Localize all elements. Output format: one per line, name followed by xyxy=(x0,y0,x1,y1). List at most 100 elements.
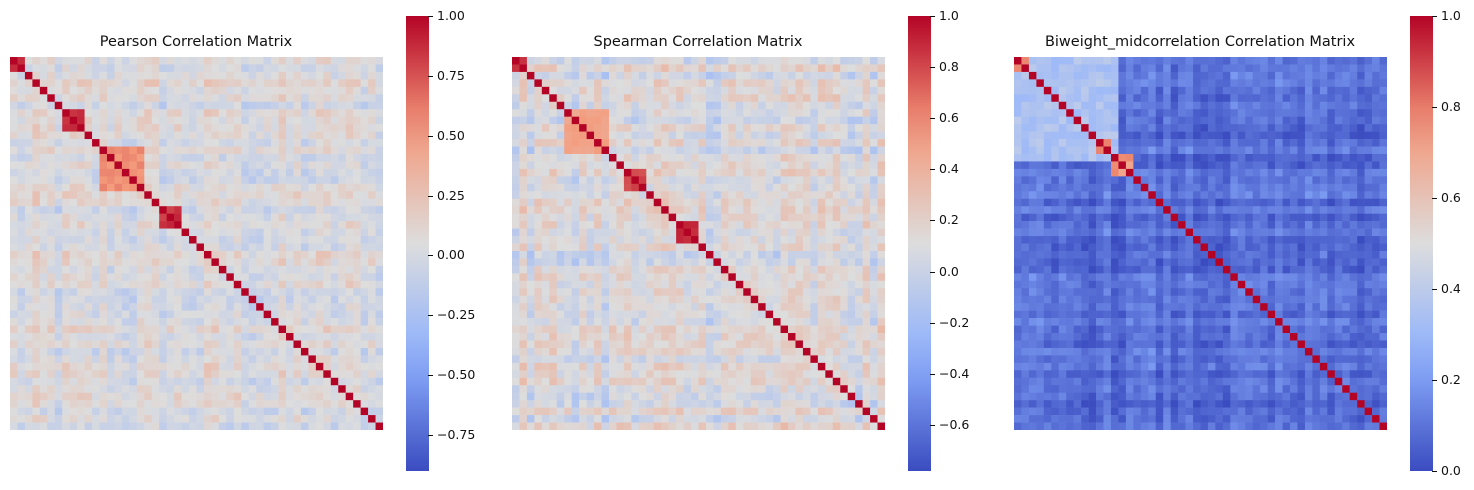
heatmap-cell xyxy=(571,422,580,430)
heatmap-cell xyxy=(166,176,175,185)
heatmap-cell xyxy=(218,86,227,95)
heatmap-cell xyxy=(653,109,662,117)
heatmap-cell xyxy=(638,213,647,222)
heatmap-cell xyxy=(840,310,848,319)
heatmap-cell xyxy=(676,392,684,401)
heatmap-cell xyxy=(32,340,41,349)
heatmap-cell xyxy=(691,407,699,416)
heatmap-cell xyxy=(623,191,632,200)
heatmap-cell xyxy=(10,250,18,259)
heatmap-cell xyxy=(136,422,145,430)
heatmap-cell xyxy=(241,71,250,80)
heatmap-cell xyxy=(601,310,610,319)
heatmap-cell xyxy=(720,79,729,88)
heatmap-cell xyxy=(594,347,602,356)
heatmap-cell xyxy=(713,213,722,222)
heatmap-cell xyxy=(579,415,587,423)
heatmap-cell xyxy=(713,422,722,430)
heatmap-cell xyxy=(92,79,100,88)
heatmap-cell xyxy=(676,400,684,408)
heatmap-cell xyxy=(795,258,804,267)
heatmap-cell xyxy=(720,176,729,185)
heatmap-cell xyxy=(233,131,242,140)
heatmap-cell xyxy=(69,79,78,88)
heatmap-cell xyxy=(293,400,302,408)
heatmap-cell xyxy=(62,273,70,282)
heatmap-cell xyxy=(233,422,242,430)
heatmap-cell xyxy=(196,370,205,379)
heatmap-cell xyxy=(646,377,655,386)
heatmap-cell xyxy=(92,57,100,65)
heatmap-cell xyxy=(668,109,677,117)
heatmap-cell xyxy=(121,415,130,423)
heatmap-cell xyxy=(601,86,610,95)
heatmap-cell xyxy=(526,116,535,125)
heatmap-cell xyxy=(151,318,160,326)
heatmap-cell xyxy=(773,318,781,326)
heatmap-cell xyxy=(47,303,56,311)
heatmap-cell xyxy=(77,280,85,289)
heatmap-cell xyxy=(338,340,346,349)
heatmap-cell xyxy=(735,422,744,430)
heatmap-cell xyxy=(47,213,56,222)
heatmap-cell xyxy=(69,265,78,274)
heatmap-cell xyxy=(832,347,841,356)
heatmap-cell xyxy=(579,131,587,140)
heatmap-cell xyxy=(623,325,632,334)
heatmap-cell xyxy=(54,79,63,88)
heatmap-cell xyxy=(159,57,167,65)
heatmap-cell xyxy=(233,191,242,200)
heatmap-cell xyxy=(653,258,662,267)
heatmap-cell xyxy=(765,273,774,282)
heatmap-cell xyxy=(780,295,789,304)
heatmap-cell xyxy=(226,176,235,185)
heatmap-cell xyxy=(159,79,167,88)
heatmap-cell xyxy=(668,303,677,311)
heatmap-cell xyxy=(556,109,565,117)
heatmap-cell xyxy=(263,347,272,356)
heatmap-cell xyxy=(278,407,287,416)
heatmap-cell xyxy=(705,57,714,65)
heatmap-cell xyxy=(616,94,625,103)
heatmap-cell xyxy=(795,362,804,371)
heatmap-cell xyxy=(77,318,85,326)
heatmap-cell xyxy=(705,392,714,401)
heatmap-cell xyxy=(62,385,70,393)
heatmap-cell xyxy=(847,325,856,334)
heatmap-cell xyxy=(728,385,737,393)
heatmap-cell xyxy=(196,280,205,289)
heatmap-cell xyxy=(174,191,182,200)
heatmap-cell xyxy=(840,258,848,267)
heatmap-cell xyxy=(353,198,361,207)
heatmap-cell xyxy=(713,176,722,185)
heatmap-cell xyxy=(825,124,834,132)
heatmap-cell xyxy=(862,64,871,73)
heatmap-cell xyxy=(174,250,182,259)
heatmap-cell xyxy=(668,79,677,88)
heatmap-cell xyxy=(338,392,346,401)
heatmap-cell xyxy=(24,340,33,349)
heatmap-cell xyxy=(226,131,235,140)
heatmap-cell xyxy=(203,333,212,341)
heatmap-cell xyxy=(360,183,369,192)
heatmap-cell xyxy=(661,415,669,423)
heatmap-cell xyxy=(39,318,48,326)
heatmap-cell xyxy=(166,392,175,401)
heatmap-cell xyxy=(375,385,383,393)
heatmap-cell xyxy=(564,109,572,117)
heatmap-cell xyxy=(862,355,871,364)
heatmap-cell xyxy=(638,198,647,207)
heatmap-cell xyxy=(623,86,632,95)
heatmap-cell xyxy=(360,221,369,229)
heatmap-cell xyxy=(608,79,617,88)
heatmap-cell xyxy=(256,64,264,73)
heatmap-cell xyxy=(39,131,48,140)
heatmap-cell xyxy=(847,377,856,386)
heatmap-cell xyxy=(676,161,684,170)
heatmap-cell xyxy=(653,273,662,282)
heatmap-cell xyxy=(54,400,63,408)
heatmap-cell xyxy=(121,168,130,177)
heatmap-cell xyxy=(99,168,108,177)
heatmap-cell xyxy=(743,101,752,110)
heatmap-cell xyxy=(773,86,781,95)
